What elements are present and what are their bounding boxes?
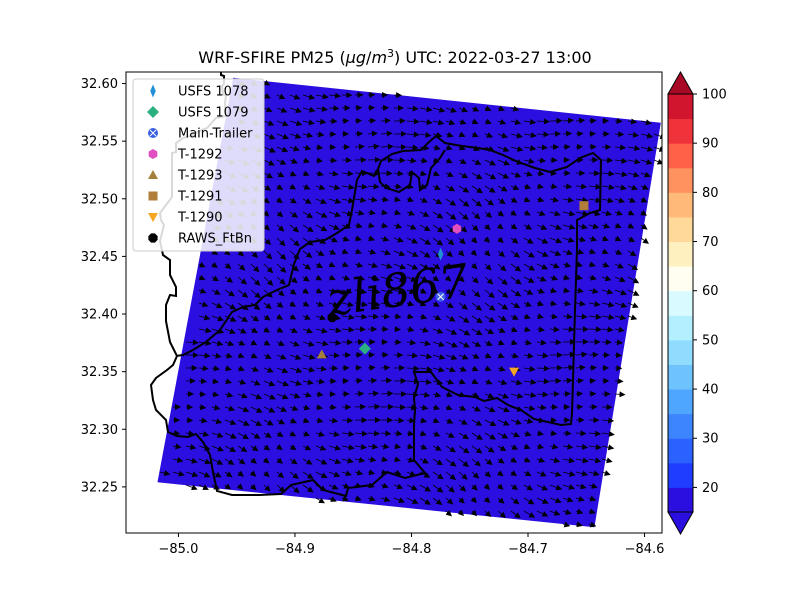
wind-arrow [589, 120, 596, 121]
wind-arrow [589, 329, 601, 330]
y-tick-label: 32.25 [81, 480, 118, 495]
colorbar-segment [668, 487, 693, 512]
colorbar-segment [668, 364, 693, 389]
wind-arrow [589, 367, 596, 368]
legend-label: T-1293 [177, 169, 223, 184]
legend-label: USFS 1079 [178, 106, 248, 121]
chart-title: WRF-SFIRE PM25 (μg/m3) UTC: 2022-03-27 1… [198, 47, 591, 68]
station-marker [579, 201, 588, 210]
colorbar-segment [668, 438, 693, 463]
colorbar-tick-label: 100 [702, 88, 727, 103]
wind-arrow [199, 381, 206, 382]
y-tick-label: 32.40 [81, 308, 118, 323]
wind-arrow [394, 160, 405, 161]
y-tick-label: 32.55 [81, 135, 118, 150]
wind-arrow [199, 394, 205, 395]
legend-label: RAWS_FtBn [178, 232, 252, 247]
colorbar-tick-label: 70 [702, 235, 719, 250]
legend-label: T-1291 [177, 190, 223, 205]
colorbar-tick-label: 90 [702, 137, 719, 152]
legend-label: USFS 1078 [178, 85, 248, 100]
legend: USFS 1078 USFS 1079 Main-Trailer T-1292 T-12… [133, 79, 264, 251]
legend-label: Main-Trailer [178, 127, 253, 142]
colorbar-tick-label: 30 [702, 432, 719, 447]
colorbar-segment [668, 119, 693, 144]
colorbar-tick-label: 20 [702, 481, 719, 496]
colorbar-segment [668, 143, 693, 168]
colorbar: 20 30 40 50 60 70 80 90 100 [668, 72, 727, 534]
legend-label: T-1290 [177, 211, 223, 226]
x-tick-label: −85.0 [159, 542, 199, 557]
wind-arrow [355, 393, 363, 394]
colorbar-segment [668, 266, 693, 291]
y-axis: 32.25 32.30 32.35 32.40 32.45 32.50 32.55 32.60 [81, 77, 126, 495]
colorbar-tick-label: 40 [702, 383, 719, 398]
y-tick-label: 32.50 [81, 192, 118, 207]
y-tick-label: 32.30 [81, 423, 118, 438]
colorbar-segment [668, 217, 693, 242]
colorbar-segment [668, 168, 693, 193]
colorbar-tick-label: 80 [702, 186, 719, 201]
y-tick-label: 32.60 [81, 77, 118, 92]
colorbar-tick-label: 60 [702, 284, 719, 299]
y-tick-label: 32.35 [81, 365, 118, 380]
y-tick-label: 32.45 [81, 250, 118, 265]
x-tick-label: −84.7 [508, 542, 548, 557]
wind-arrow [355, 146, 364, 147]
colorbar-segment [668, 340, 693, 365]
x-tick-label: −84.9 [275, 542, 315, 557]
colorbar-segment [668, 315, 693, 340]
colorbar-extend-max [668, 72, 693, 94]
x-tick-label: −84.6 [625, 542, 665, 557]
colorbar-segment [668, 389, 693, 414]
x-tick-label: −84.8 [392, 542, 432, 557]
wind-arrow [355, 380, 362, 381]
x-axis: −85.0 −84.9 −84.8 −84.7 −84.6 [159, 533, 665, 557]
colorbar-tick-label: 50 [702, 333, 719, 348]
colorbar-segment [668, 94, 693, 119]
wind-arrow [381, 173, 392, 174]
colorbar-segment [668, 242, 693, 267]
colorbar-segment [668, 291, 693, 316]
wind-arrow [355, 120, 361, 121]
wind-arrow [368, 406, 380, 407]
colorbar-segment [668, 414, 693, 439]
colorbar-segment [668, 192, 693, 217]
legend-label: T-1292 [177, 148, 223, 163]
colorbar-extend-min [668, 512, 693, 534]
colorbar-segment [668, 463, 693, 488]
